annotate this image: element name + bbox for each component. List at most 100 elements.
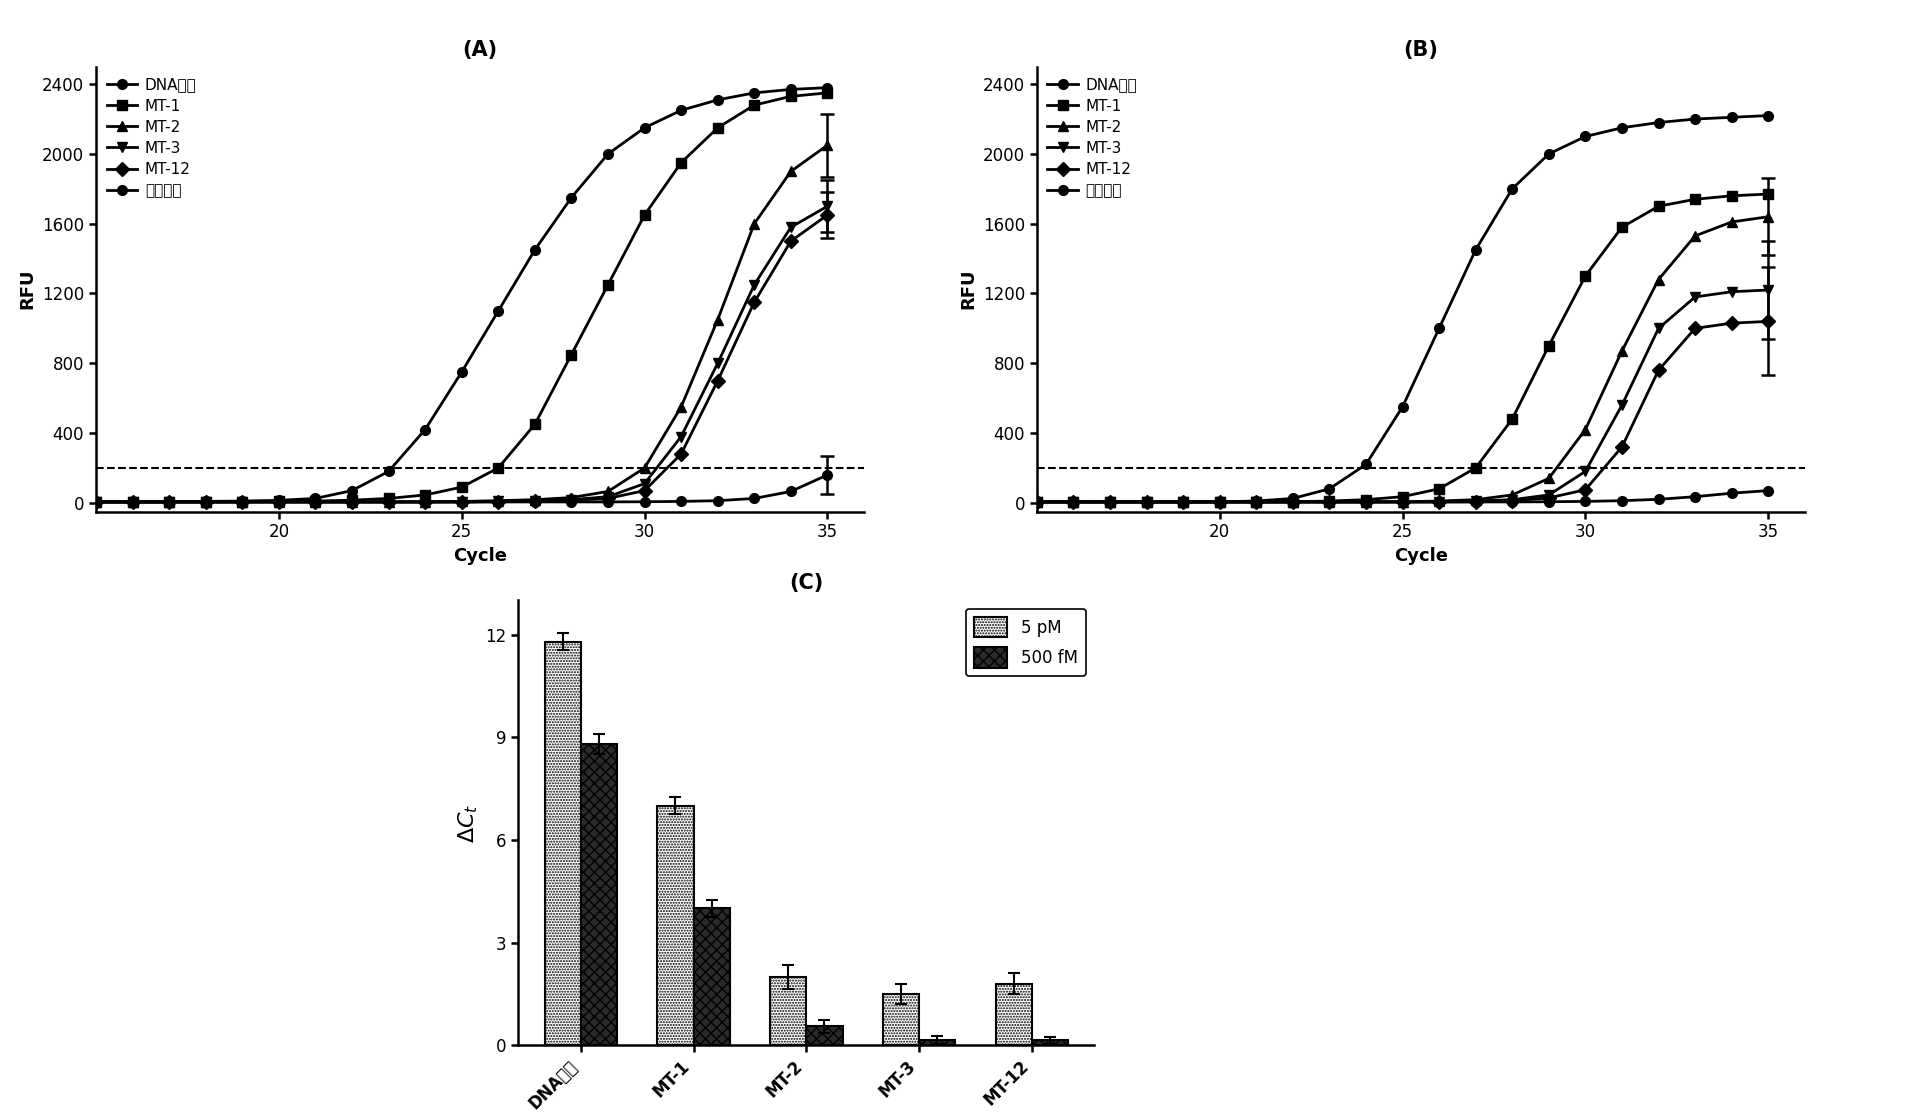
MT-1 [1171, 495, 1194, 508]
空白样本 [1611, 494, 1634, 507]
MT-12 [1244, 495, 1267, 508]
Line: 空白样本: 空白样本 [1031, 486, 1772, 507]
MT-2 [1465, 493, 1488, 506]
MT-2 [230, 495, 253, 508]
Line: MT-12: MT-12 [1031, 317, 1772, 507]
MT-3 [1501, 493, 1524, 506]
MT-2 [1135, 495, 1158, 508]
Bar [806, 1026, 843, 1045]
Bar [770, 976, 806, 1045]
MT-2 [121, 495, 144, 508]
MT-12 [1098, 495, 1121, 508]
MT-3 [1757, 284, 1780, 297]
MT-1 [1684, 192, 1707, 206]
MT-12 [194, 495, 217, 508]
空白样本 [670, 495, 693, 508]
Title: (C): (C) [789, 574, 824, 594]
Line: MT-2: MT-2 [1031, 212, 1772, 507]
MT-1 [413, 488, 436, 502]
Legend: DNA靶标, MT-1, MT-2, MT-3, MT-12, 空白样本: DNA靶标, MT-1, MT-2, MT-3, MT-12, 空白样本 [1041, 71, 1144, 205]
MT-2 [1757, 210, 1780, 224]
MT-1 [488, 461, 511, 475]
MT-12 [707, 374, 730, 387]
DNA靶标 [84, 495, 108, 508]
空白样本 [488, 495, 511, 508]
MT-3 [1025, 495, 1048, 508]
Bar [657, 806, 693, 1045]
空白样本 [157, 495, 180, 508]
空白样本 [449, 495, 472, 508]
MT-12 [1354, 495, 1377, 508]
DNA靶标 [1390, 400, 1413, 414]
Line: 空白样本: 空白样本 [90, 470, 831, 507]
MT-2 [1538, 471, 1561, 485]
MT-1 [230, 495, 253, 508]
MT-3 [1281, 495, 1304, 508]
Line: MT-3: MT-3 [90, 201, 831, 507]
MT-12 [1538, 492, 1561, 505]
MT-2 [340, 495, 363, 508]
MT-3 [230, 495, 253, 508]
DNA靶标 [780, 82, 803, 96]
空白样本 [743, 492, 766, 505]
空白样本 [707, 494, 730, 507]
DNA靶标 [561, 191, 584, 205]
Bar [580, 744, 616, 1045]
MT-12 [121, 495, 144, 508]
X-axis label: Cycle: Cycle [1394, 547, 1448, 565]
MT-2 [1611, 345, 1634, 358]
MT-3 [267, 495, 290, 508]
MT-3 [1538, 488, 1561, 502]
MT-1 [449, 480, 472, 494]
MT-3 [524, 494, 547, 507]
MT-1 [1720, 189, 1743, 202]
MT-12 [340, 495, 363, 508]
MT-1 [194, 495, 217, 508]
空白样本 [1171, 495, 1194, 508]
MT-3 [413, 495, 436, 508]
DNA靶标 [1465, 244, 1488, 257]
Line: MT-12: MT-12 [90, 210, 831, 507]
MT-12 [670, 447, 693, 460]
MT-12 [1684, 321, 1707, 335]
MT-3 [597, 490, 620, 504]
MT-2 [1720, 216, 1743, 229]
MT-12 [524, 495, 547, 508]
MT-12 [1647, 364, 1670, 377]
空白样本 [303, 495, 326, 508]
MT-1 [1025, 495, 1048, 508]
MT-2 [670, 400, 693, 414]
空白样本 [1208, 495, 1231, 508]
MT-1 [1757, 188, 1780, 201]
空白样本 [1244, 495, 1267, 508]
MT-12 [449, 495, 472, 508]
Title: (A): (A) [463, 40, 497, 60]
MT-12 [267, 495, 290, 508]
Line: DNA靶标: DNA靶标 [90, 82, 831, 507]
MT-3 [303, 495, 326, 508]
MT-2 [1098, 495, 1121, 508]
MT-1 [1281, 495, 1304, 508]
MT-2 [524, 493, 547, 506]
MT-3 [488, 495, 511, 508]
MT-2 [1501, 488, 1524, 502]
DNA靶标 [1757, 109, 1780, 122]
空白样本 [1354, 495, 1377, 508]
MT-12 [1062, 495, 1085, 508]
空白样本 [1574, 495, 1597, 508]
MT-1 [340, 494, 363, 507]
MT-12 [743, 296, 766, 309]
MT-1 [121, 495, 144, 508]
MT-3 [1684, 290, 1707, 304]
MT-2 [1244, 495, 1267, 508]
空白样本 [194, 495, 217, 508]
MT-2 [1171, 495, 1194, 508]
空白样本 [780, 485, 803, 498]
MT-2 [413, 495, 436, 508]
空白样本 [561, 495, 584, 508]
MT-12 [1281, 495, 1304, 508]
空白样本 [1390, 495, 1413, 508]
MT-1 [1354, 493, 1377, 506]
MT-2 [1025, 495, 1048, 508]
MT-3 [707, 357, 730, 370]
